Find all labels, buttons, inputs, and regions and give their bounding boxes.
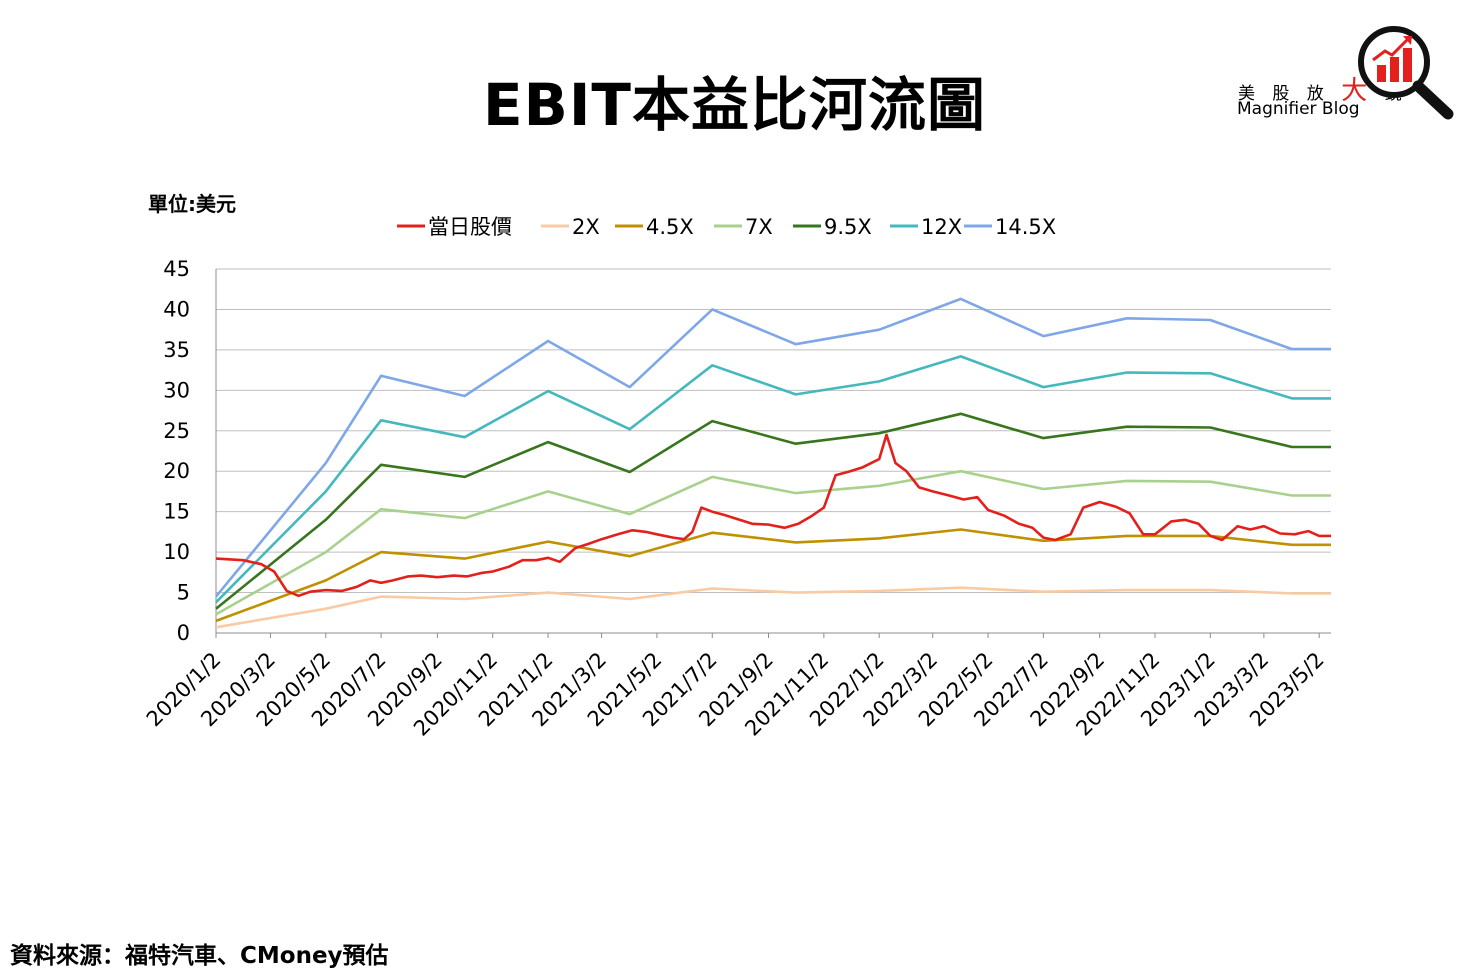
axes bbox=[215, 269, 1331, 634]
chart-title: EBIT本益比河流圖 bbox=[483, 71, 986, 139]
source-note: 資料來源：福特汽車、CMoney預估 bbox=[10, 943, 389, 969]
legend-label: 7X bbox=[745, 215, 773, 239]
y-tick-label: 25 bbox=[163, 419, 190, 443]
y-tick-label: 40 bbox=[163, 297, 190, 321]
series-line-2 bbox=[215, 528, 1331, 623]
y-axis-ticks: 0 5 10 15 20 25 30 35 40 45 bbox=[163, 257, 190, 645]
series-line-4 bbox=[215, 412, 1331, 610]
logo-chinese-text: 美 股 放 大 鏡 bbox=[1238, 70, 1408, 107]
logo: 美 股 放 大 鏡 Magnifier Blog bbox=[1232, 24, 1462, 124]
y-tick-label: 10 bbox=[163, 540, 190, 564]
legend-label: 2X bbox=[572, 215, 600, 239]
logo-cn-big: 大 bbox=[1341, 76, 1374, 106]
gridlines bbox=[216, 268, 1331, 594]
series-line-1 bbox=[215, 586, 1331, 629]
series-line-5 bbox=[215, 355, 1331, 604]
legend-label: 當日股價 bbox=[428, 215, 512, 239]
legend-label: 12X bbox=[921, 215, 962, 239]
x-axis-ticks: 2020/1/22020/3/22020/5/22020/7/22020/9/2… bbox=[142, 633, 1329, 741]
legend: 當日股價 2X 4.5X 7X 9.5X 12X 14.5X bbox=[397, 215, 1056, 239]
legend-label: 4.5X bbox=[646, 215, 694, 239]
y-tick-label: 0 bbox=[177, 621, 190, 645]
logo-cn-part1: 美 股 放 bbox=[1238, 84, 1342, 104]
legend-label: 9.5X bbox=[824, 215, 872, 239]
y-tick-label: 35 bbox=[163, 338, 190, 362]
y-tick-label: 15 bbox=[163, 500, 190, 524]
y-tick-label: 20 bbox=[163, 459, 190, 483]
y-tick-label: 5 bbox=[177, 581, 190, 605]
series-lines bbox=[214, 297, 1331, 629]
y-tick-label: 30 bbox=[163, 378, 190, 402]
y-tick-label: 45 bbox=[163, 257, 190, 281]
logo-english-text: Magnifier Blog bbox=[1237, 99, 1360, 119]
unit-label: 單位:美元 bbox=[148, 192, 236, 216]
series-line-3 bbox=[215, 469, 1331, 616]
series-line-0 bbox=[215, 433, 1331, 598]
series-line-6 bbox=[214, 297, 1331, 598]
legend-label: 14.5X bbox=[995, 215, 1056, 239]
magnifier-bar-chart-icon bbox=[1358, 26, 1454, 120]
